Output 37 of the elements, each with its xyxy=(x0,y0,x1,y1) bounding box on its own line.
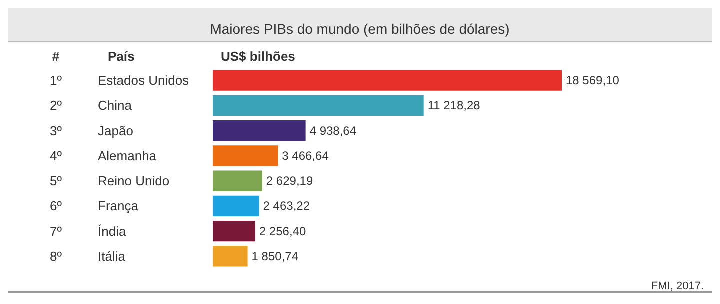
y-tick-label: Alemanha xyxy=(98,148,158,164)
bar xyxy=(213,120,306,142)
bar xyxy=(213,221,256,242)
text: US$ bilhões xyxy=(221,49,296,64)
data-label: 4 938,64 xyxy=(310,124,357,138)
y-tick-label: Itália xyxy=(98,248,126,264)
text: 3º xyxy=(50,123,62,138)
chart-title: Maiores PIBs do mundo (em bilhões de dólares) xyxy=(210,21,510,37)
y-tick-label: Índia xyxy=(98,224,127,239)
data-label: 2 629,19 xyxy=(266,174,314,188)
y-tick-label: China xyxy=(98,98,133,114)
text: 7º xyxy=(50,224,62,239)
text: FMI, 2017. xyxy=(651,280,704,292)
data-label: 18 569,10 xyxy=(566,74,620,88)
text: # xyxy=(52,49,60,64)
y-tick-label: Estados Unidos xyxy=(98,73,190,88)
y-tick-label: Reino Unido xyxy=(98,174,170,189)
data-label: 1 850,74 xyxy=(252,249,299,264)
data-label: 3 466,64 xyxy=(282,148,330,163)
text: 5º xyxy=(50,174,62,189)
bar xyxy=(213,170,262,192)
bar xyxy=(213,146,278,166)
bar xyxy=(213,246,248,267)
text: 1º xyxy=(50,73,62,88)
text: 8º xyxy=(50,248,62,264)
text: 6º xyxy=(50,198,62,214)
y-tick-label: Japão xyxy=(98,123,134,138)
bar xyxy=(213,196,260,216)
data-label: 2 256,40 xyxy=(259,224,306,238)
bar xyxy=(213,70,562,91)
data-label: 11 218,28 xyxy=(428,98,481,113)
bar xyxy=(213,95,424,116)
data-label: 2 463,22 xyxy=(263,199,310,214)
y-tick-label: França xyxy=(98,198,140,214)
text: País xyxy=(108,49,135,64)
text: 4º xyxy=(50,148,62,164)
text: 2º xyxy=(50,98,62,114)
